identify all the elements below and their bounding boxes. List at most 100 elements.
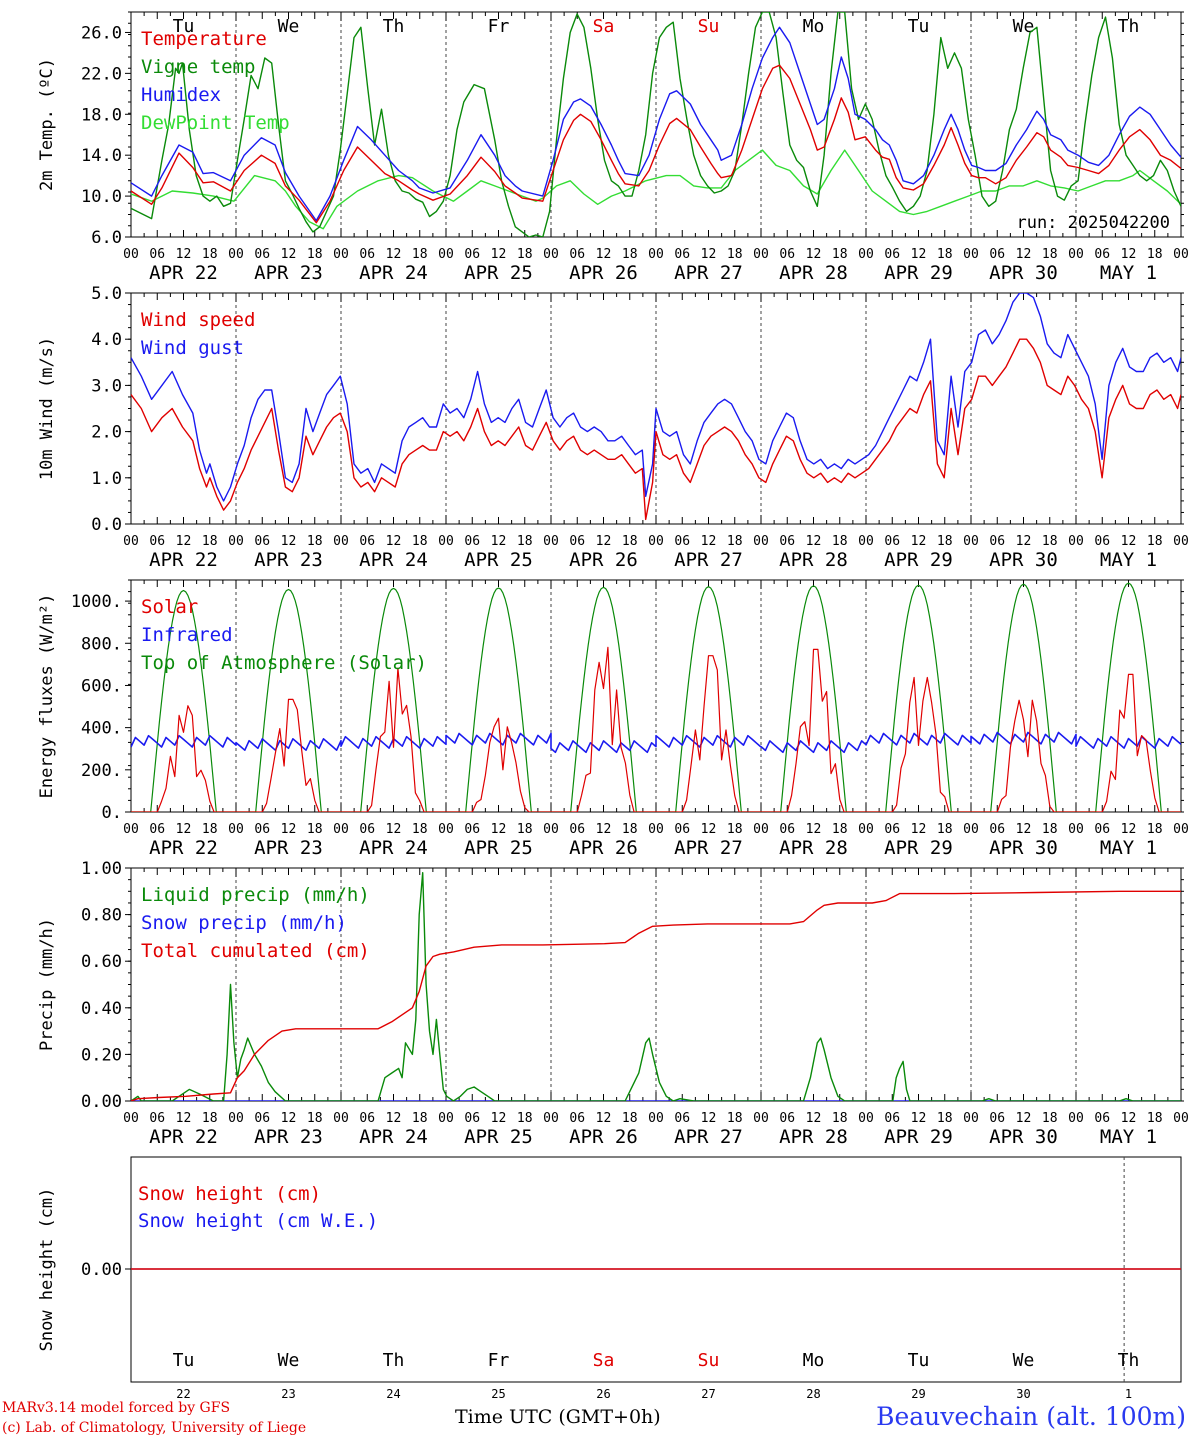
hour-tick-label: 12 [911, 822, 927, 837]
hour-tick-label: 06 [569, 822, 585, 837]
hour-tick-label: 00 [123, 822, 139, 837]
legend-entry: Top of Atmosphere (Solar) [141, 652, 427, 674]
date-label: APR 27 [674, 262, 743, 284]
hour-tick-label: 06 [359, 534, 375, 549]
hour-tick-label: 00 [1068, 1111, 1084, 1126]
legend-entry: Total cumulated (cm) [141, 940, 370, 962]
hour-tick-label: 00 [963, 534, 979, 549]
hour-tick-label: 00 [123, 1111, 139, 1126]
date-label: APR 22 [149, 1126, 218, 1148]
hour-tick-label: 06 [1094, 822, 1110, 837]
hour-tick-label: 12 [1121, 822, 1137, 837]
series-line-temperature [131, 64, 1181, 224]
hour-tick-label: 12 [911, 247, 927, 262]
date-label: APR 28 [779, 262, 848, 284]
y-tick-label: 2.0 [91, 423, 122, 443]
hour-tick-label: 12 [386, 534, 402, 549]
date-label: APR 25 [464, 1126, 533, 1148]
series-line-vigne-temp [131, 12, 1181, 237]
hour-tick-label: 06 [254, 247, 270, 262]
hour-tick-label: 18 [832, 247, 848, 262]
y-tick-label: 0.80 [81, 906, 122, 926]
hour-tick-label: 06 [464, 534, 480, 549]
y-axis-label: Energy fluxes (W/m²) [37, 594, 57, 799]
hour-tick-label: 00 [438, 1111, 454, 1126]
hour-tick-label: 18 [727, 247, 743, 262]
legend-entry: Vigne temp [141, 56, 255, 78]
hour-tick-label: 06 [674, 247, 690, 262]
series-line-total-cumulated-cm- [131, 890, 1181, 1101]
weekday-label: Tu [173, 16, 195, 37]
weekday-label: Su [698, 16, 720, 37]
hour-tick-label: 06 [779, 1111, 795, 1126]
hour-tick-label: 18 [832, 1111, 848, 1126]
date-label: APR 25 [464, 837, 533, 859]
hour-tick-label: 06 [674, 822, 690, 837]
hour-tick-label: 00 [753, 247, 769, 262]
hour-tick-label: 00 [858, 534, 874, 549]
y-tick-label: 4.0 [91, 330, 122, 350]
day-number: 22 [176, 1387, 190, 1401]
date-label: APR 30 [989, 837, 1058, 859]
weekday-label: Sa [593, 1350, 615, 1371]
hour-tick-label: 18 [1147, 247, 1163, 262]
weekday-label: We [278, 16, 300, 37]
hour-tick-label: 12 [491, 822, 507, 837]
hour-tick-label: 06 [569, 1111, 585, 1126]
hour-tick-label: 18 [412, 534, 428, 549]
hour-tick-label: 12 [911, 1111, 927, 1126]
hour-tick-label: 06 [254, 822, 270, 837]
legend-entry: Liquid precip (mm/h) [141, 884, 370, 906]
date-label: APR 27 [674, 549, 743, 571]
hour-tick-label: 12 [491, 1111, 507, 1126]
hour-tick-label: 00 [333, 822, 349, 837]
hour-tick-label: 06 [989, 822, 1005, 837]
y-tick-label: 600. [81, 676, 122, 696]
hour-tick-label: 06 [989, 534, 1005, 549]
weekday-label: Sa [593, 16, 615, 37]
date-label: APR 27 [674, 837, 743, 859]
hour-tick-label: 18 [517, 534, 533, 549]
date-label: MAY 1 [1100, 262, 1157, 284]
hour-tick-label: 06 [464, 1111, 480, 1126]
hour-tick-label: 00 [228, 247, 244, 262]
hour-tick-label: 12 [386, 822, 402, 837]
date-label: APR 26 [569, 262, 638, 284]
weekday-label: We [1013, 16, 1035, 37]
hour-tick-label: 18 [622, 534, 638, 549]
y-tick-label: 18.0 [81, 105, 122, 125]
credit-lab: (c) Lab. of Climatology, University of L… [2, 1420, 307, 1436]
hour-tick-label: 06 [149, 1111, 165, 1126]
y-tick-label: 14.0 [81, 146, 122, 166]
series-line-infrared [131, 731, 1181, 754]
date-label: MAY 1 [1100, 837, 1157, 859]
hour-tick-label: 06 [674, 1111, 690, 1126]
y-tick-label: 26.0 [81, 23, 122, 43]
hour-tick-label: 00 [228, 534, 244, 549]
hour-tick-label: 12 [1121, 247, 1137, 262]
hour-tick-label: 12 [176, 1111, 192, 1126]
weekday-label: Su [698, 1350, 720, 1371]
weekday-label: Mo [803, 1350, 825, 1371]
date-label: APR 26 [569, 549, 638, 571]
hour-tick-label: 00 [753, 822, 769, 837]
hour-tick-label: 18 [622, 822, 638, 837]
hour-tick-label: 18 [517, 247, 533, 262]
date-label: APR 23 [254, 549, 323, 571]
panel-2: 0.0 1.0 2.0 3.0 4.0 5.0 10m Wind (m/s) 00 06 12 18… [37, 284, 1189, 571]
date-label: APR 27 [674, 1126, 743, 1148]
hour-tick-label: 18 [307, 822, 323, 837]
day-number: 23 [281, 1387, 295, 1401]
legend-entry: Wind speed [141, 309, 255, 331]
hour-tick-label: 00 [858, 1111, 874, 1126]
hour-tick-label: 18 [937, 1111, 953, 1126]
hour-tick-label: 06 [779, 822, 795, 837]
y-axis-label: 10m Wind (m/s) [37, 337, 57, 480]
hour-tick-label: 00 [228, 1111, 244, 1126]
hour-tick-label: 18 [517, 1111, 533, 1126]
hour-tick-label: 18 [937, 247, 953, 262]
hour-tick-label: 00 [648, 534, 664, 549]
hour-tick-label: 00 [333, 1111, 349, 1126]
weekday-label: Th [383, 1350, 405, 1371]
hour-tick-label: 06 [884, 534, 900, 549]
